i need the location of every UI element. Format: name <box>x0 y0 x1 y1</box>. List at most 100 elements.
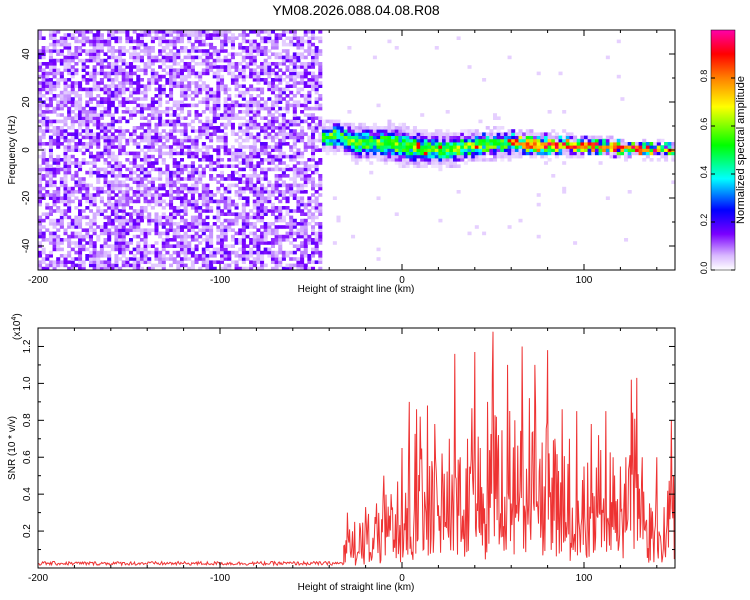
heatmap-cell <box>584 145 589 149</box>
heatmap-cell <box>249 180 254 184</box>
heatmap-cell <box>205 206 210 210</box>
heatmap-cell <box>285 206 290 210</box>
heatmap-cell <box>183 202 188 207</box>
heatmap-cell <box>391 135 396 140</box>
heatmap-cell <box>241 110 246 114</box>
heatmap-cell <box>201 260 206 264</box>
heatmap-cell <box>56 58 61 63</box>
heatmap-cell <box>234 202 239 207</box>
heatmap-cell <box>227 183 232 188</box>
heatmap-cell <box>52 84 57 88</box>
heatmap-cell <box>154 135 159 140</box>
heatmap-cell <box>249 110 254 114</box>
heatmap-cell <box>81 247 86 252</box>
heatmap-cell <box>38 30 43 34</box>
heatmap-cell <box>88 74 93 79</box>
heatmap-cell <box>616 138 621 143</box>
heatmap-cell <box>67 58 72 63</box>
heatmap-cell <box>107 97 112 101</box>
heatmap-cell <box>161 215 166 220</box>
heatmap-cell <box>92 142 97 146</box>
heatmap-cell <box>300 186 305 191</box>
heatmap-cell <box>292 145 297 149</box>
heatmap-cell <box>205 238 210 242</box>
heatmap-cell <box>569 142 574 146</box>
heatmap-cell <box>92 186 97 191</box>
heatmap-cell <box>67 234 72 239</box>
heatmap-cell <box>205 266 210 270</box>
heatmap-cell <box>74 90 79 95</box>
heatmap-cell <box>41 46 46 50</box>
heatmap-cell <box>187 186 192 191</box>
heatmap-cell <box>165 174 170 178</box>
heatmap-cell <box>456 142 461 146</box>
heatmap-cell <box>249 132 254 136</box>
heatmap-cell <box>278 234 283 239</box>
heatmap-cell <box>139 126 144 130</box>
heatmap-cell <box>409 151 414 156</box>
heatmap-cell <box>136 65 141 69</box>
heatmap-cell <box>303 238 308 242</box>
heatmap-cell <box>289 257 294 261</box>
heatmap-cell <box>205 196 210 200</box>
heatmap-cell <box>78 218 83 223</box>
heatmap-cell <box>311 55 316 60</box>
heatmap-cell <box>143 186 148 191</box>
heatmap-cell <box>129 250 134 255</box>
heatmap-cell <box>227 122 232 127</box>
heatmap-cell <box>434 142 439 146</box>
heatmap-cell <box>63 231 68 236</box>
heatmap-cell <box>263 49 268 53</box>
heatmap-cell <box>245 196 250 200</box>
heatmap-cell <box>296 36 301 40</box>
colorbar-gradient <box>710 29 736 271</box>
heatmap-cell <box>85 49 90 53</box>
heatmap-cell <box>405 158 410 162</box>
heatmap-cell <box>118 55 123 60</box>
heatmap-cell <box>318 116 323 120</box>
heatmap-cell <box>241 257 246 261</box>
heatmap-cell <box>38 106 43 111</box>
heatmap-cell <box>256 215 261 220</box>
heatmap-cell <box>274 148 279 152</box>
heatmap-cell <box>463 161 468 165</box>
heatmap-cell <box>536 151 541 156</box>
heatmap-cell <box>209 97 214 101</box>
heatmap-cell <box>278 161 283 165</box>
heatmap-cell <box>121 183 126 188</box>
heatmap-cell <box>198 257 203 261</box>
heatmap-cell <box>38 36 43 40</box>
heatmap-cell <box>187 250 192 255</box>
spectrogram-y-label: Frequency (Hz) <box>7 116 18 185</box>
heatmap-cell <box>147 81 152 85</box>
y-tick-label: 1.0 <box>22 376 33 390</box>
heatmap-cell <box>270 244 275 248</box>
heatmap-cell <box>311 36 316 40</box>
heatmap-cell <box>209 132 214 136</box>
heatmap-cell <box>598 142 603 146</box>
heatmap-cell <box>230 154 235 159</box>
heatmap-cell <box>249 122 254 127</box>
heatmap-cell <box>67 100 72 104</box>
heatmap-cell <box>321 126 326 130</box>
heatmap-cell <box>223 36 228 40</box>
heatmap-cell <box>38 119 43 124</box>
heatmap-cell <box>45 161 50 165</box>
heatmap-cell <box>132 100 137 104</box>
heatmap-cell <box>398 161 403 165</box>
heatmap-cell <box>314 55 319 60</box>
heatmap-cell <box>405 142 410 146</box>
heatmap-cell <box>63 228 68 232</box>
heatmap-cell <box>48 122 53 127</box>
heatmap-cell <box>161 49 166 53</box>
heatmap-cell <box>263 46 268 50</box>
x-tick-label: 0 <box>399 275 405 286</box>
heatmap-cell <box>161 62 166 66</box>
heatmap-cell <box>118 68 123 72</box>
heatmap-cell <box>216 106 221 111</box>
heatmap-cell <box>274 142 279 146</box>
heatmap-cell <box>136 84 141 88</box>
heatmap-cell <box>394 145 399 149</box>
heatmap-cell <box>212 110 217 114</box>
heatmap-cell <box>216 87 221 92</box>
